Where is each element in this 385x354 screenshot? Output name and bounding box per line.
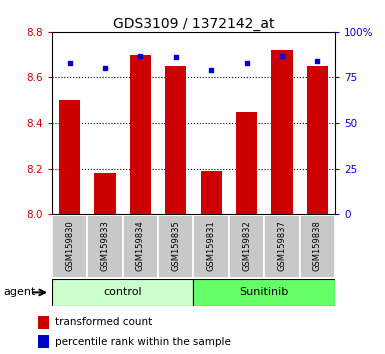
Text: control: control (104, 287, 142, 297)
FancyBboxPatch shape (229, 215, 264, 278)
Text: GSM159834: GSM159834 (136, 220, 145, 271)
Point (314, 58, 320, 64)
FancyBboxPatch shape (52, 279, 193, 306)
Bar (236, 112, 257, 214)
Bar (130, 55, 151, 214)
Text: GSM159830: GSM159830 (65, 220, 74, 271)
Bar (271, 50, 293, 214)
Text: GSM159835: GSM159835 (171, 220, 180, 271)
Bar (59, 100, 80, 214)
Text: GSM159838: GSM159838 (313, 220, 322, 271)
Title: GDS3109 / 1372142_at: GDS3109 / 1372142_at (113, 17, 274, 31)
FancyBboxPatch shape (193, 279, 335, 306)
Text: agent: agent (4, 287, 36, 297)
FancyBboxPatch shape (300, 215, 335, 278)
FancyBboxPatch shape (52, 215, 87, 278)
Bar (94, 173, 116, 214)
FancyBboxPatch shape (264, 215, 300, 278)
Text: GSM159833: GSM159833 (100, 220, 110, 271)
Text: GSM159831: GSM159831 (207, 220, 216, 271)
Text: GSM159837: GSM159837 (277, 220, 286, 271)
Text: transformed count: transformed count (55, 318, 152, 327)
Point (173, 55, 179, 60)
Text: percentile rank within the sample: percentile rank within the sample (55, 337, 230, 347)
FancyBboxPatch shape (158, 215, 193, 278)
FancyBboxPatch shape (87, 215, 123, 278)
Bar (38, 316, 49, 329)
Point (67, 60, 73, 66)
Bar (306, 66, 328, 214)
Bar (165, 66, 186, 214)
FancyBboxPatch shape (193, 215, 229, 278)
Point (208, 67, 214, 73)
Bar (38, 335, 49, 348)
Bar (201, 171, 222, 214)
Text: GSM159832: GSM159832 (242, 220, 251, 271)
Point (243, 60, 249, 66)
Point (102, 65, 108, 71)
Point (137, 53, 144, 58)
Text: Sunitinib: Sunitinib (239, 287, 289, 297)
Point (279, 53, 285, 58)
FancyBboxPatch shape (123, 215, 158, 278)
